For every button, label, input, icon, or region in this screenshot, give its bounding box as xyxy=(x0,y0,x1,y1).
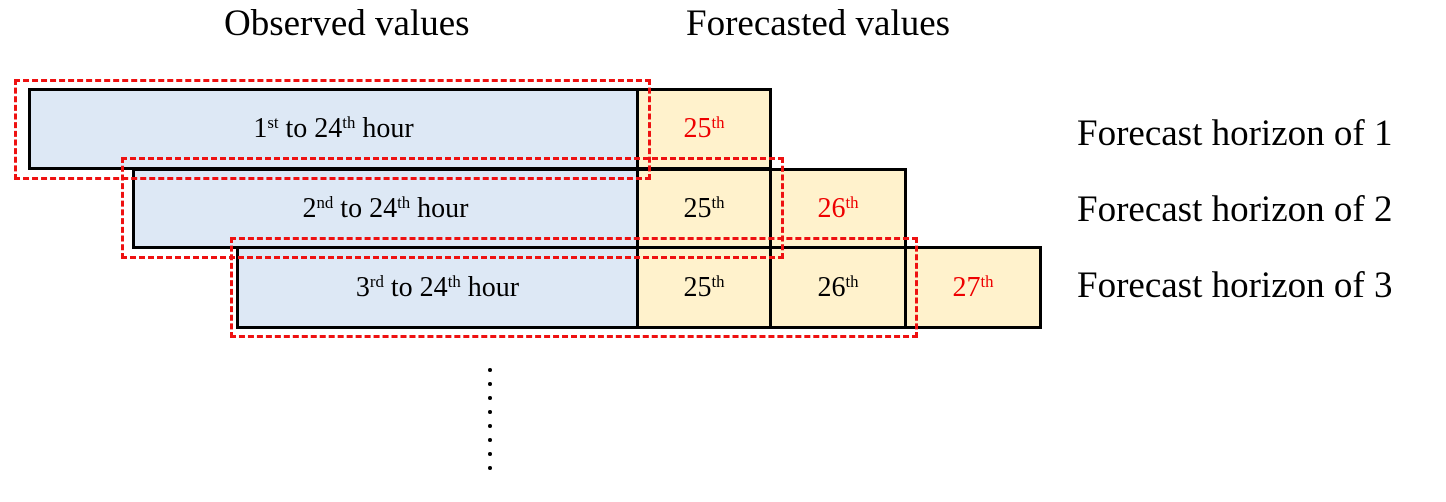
forecast-cell-row-2-25th: 25th xyxy=(636,168,772,249)
observed-window-row-2: 2nd to 24th hour xyxy=(132,168,639,249)
vertical-ellipsis xyxy=(488,368,492,480)
forecast-cell-row-3-27th: 27th xyxy=(904,246,1042,329)
observed-label-row-1: 1st to 24th hour xyxy=(253,112,414,144)
forecasted-values-header: Forecasted values xyxy=(686,3,951,44)
observed-window-row-3: 3rd to 24th hour xyxy=(236,246,639,329)
sliding-window-outline-3 xyxy=(230,237,918,338)
observed-window-row-1: 1st to 24th hour xyxy=(28,88,639,170)
horizon-label-1: Forecast horizon of 1 xyxy=(1077,113,1393,154)
sliding-window-outline-2 xyxy=(121,157,784,259)
forecast-cell-row-1-25th: 25th xyxy=(636,88,772,170)
horizon-label-3: Forecast horizon of 3 xyxy=(1077,265,1393,306)
observed-label-row-2: 2nd to 24th hour xyxy=(302,192,469,224)
forecast-cell-row-3-25th: 25th xyxy=(636,246,772,329)
observed-label-row-3: 3rd to 24th hour xyxy=(355,271,520,303)
horizon-label-2: Forecast horizon of 2 xyxy=(1077,189,1393,230)
sliding-window-outline-1 xyxy=(14,79,651,180)
forecast-cell-row-2-26th: 26th xyxy=(769,168,907,249)
observed-values-header: Observed values xyxy=(224,3,470,44)
